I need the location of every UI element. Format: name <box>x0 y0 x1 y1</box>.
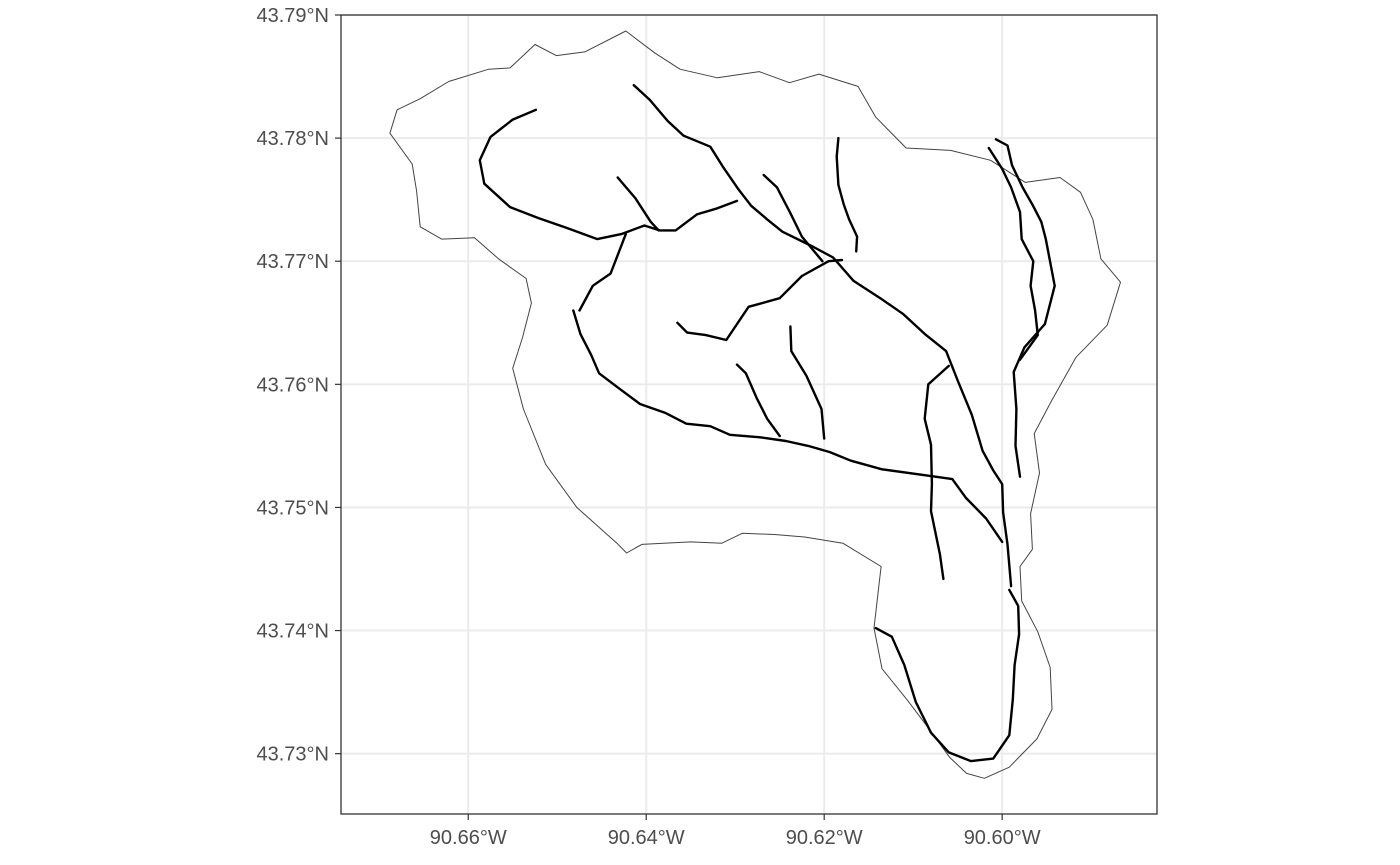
stream-line <box>478 108 739 241</box>
stream-line <box>616 176 660 232</box>
stream-line <box>835 136 859 253</box>
y-tick-label: 43.74°N <box>257 621 330 643</box>
stream-line <box>987 146 1039 361</box>
x-tick-label: 90.64°W <box>608 827 685 849</box>
stream-line <box>762 173 824 263</box>
stream-line <box>572 309 1004 544</box>
stream-line <box>632 84 1013 588</box>
axis-ticks <box>335 14 1003 820</box>
x-tick-label: 90.66°W <box>430 827 507 849</box>
y-tick-label: 43.76°N <box>257 374 330 396</box>
stream-line <box>994 138 1056 478</box>
y-tick-label: 43.75°N <box>257 497 330 519</box>
axis-tick-labels: 90.66°W 90.64°W 90.62°W 90.60°W 43.79°N 43.78… <box>257 5 1041 849</box>
panel-border <box>340 14 1158 815</box>
x-tick-label: 90.62°W <box>786 827 863 849</box>
stream-line <box>789 325 826 440</box>
watershed-boundary-layer <box>389 30 1121 779</box>
stream-network <box>478 84 1056 763</box>
y-tick-label: 43.79°N <box>257 5 330 27</box>
y-tick-label: 43.73°N <box>257 744 330 766</box>
stream-line <box>874 588 1021 763</box>
stream-line <box>923 364 950 581</box>
watershed-boundary <box>389 30 1121 779</box>
stream-line <box>676 258 844 342</box>
stream-line <box>578 232 627 312</box>
x-tick-label: 90.60°W <box>964 827 1041 849</box>
y-tick-label: 43.77°N <box>257 251 330 273</box>
stream-line <box>735 363 781 438</box>
y-tick-label: 43.78°N <box>257 128 330 150</box>
